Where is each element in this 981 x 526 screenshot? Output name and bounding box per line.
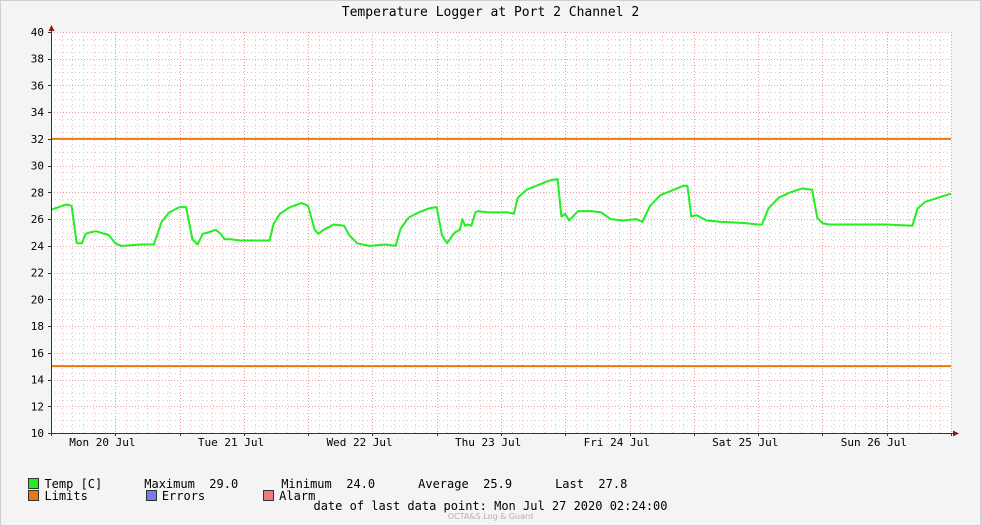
last-point-value: Mon Jul 27 2020 02:24:00 [494, 499, 668, 513]
x-day-label: Fri 24 Jul [584, 436, 650, 449]
legend-limits-label: Limits [44, 489, 88, 503]
average-value: 25.9 [483, 477, 513, 491]
y-tick-label: 28 [31, 186, 44, 199]
minimum-label: Minimum [281, 477, 332, 491]
last-point-label: date of last data point: [313, 499, 487, 513]
x-day-label: Sat 25 Jul [712, 436, 778, 449]
x-axis-arrow [953, 430, 959, 437]
chart-title: Temperature Logger at Port 2 Channel 2 [341, 5, 640, 20]
y-tick-label: 16 [31, 347, 44, 360]
series-line-temp [50, 178, 952, 247]
minimum-value: 24.0 [346, 477, 376, 491]
maximum-value: 29.0 [209, 477, 239, 491]
y-tick-label: 12 [31, 400, 44, 413]
y-tick-labels: 10 12 14 16 18 20 22 24 26 28 30 32 34 36 38 40 [31, 26, 51, 440]
y-tick-label: 24 [31, 240, 45, 253]
maximum-label: Maximum [144, 477, 195, 491]
legend-row-2: Limits Errors Alarm [14, 475, 315, 503]
limits-swatch [28, 490, 40, 501]
y-axis-arrow [48, 25, 55, 31]
legend-alarm-label: Alarm [279, 489, 316, 503]
legend-row-1: Temp [C] Maximum 29.0 Minimum 24.0 Average … [14, 463, 627, 491]
credit-text: OCTA&S Log & Guard [447, 512, 534, 521]
y-tick-label: 32 [31, 133, 44, 146]
y-tick-label: 34 [31, 106, 45, 119]
y-tick-label: 30 [31, 160, 44, 173]
y-tick-label: 18 [31, 320, 44, 333]
alarm-swatch [263, 490, 275, 501]
average-label: Average [418, 477, 469, 491]
last-data-point-line: date of last data point: Mon Jul 27 2020… [0, 499, 981, 513]
x-day-label: Mon 20 Jul [69, 436, 135, 449]
y-tick-label: 10 [31, 427, 44, 440]
y-tick-label: 20 [31, 293, 44, 306]
errors-swatch [145, 490, 157, 501]
last-label: Last [555, 477, 584, 491]
y-tick-label: 26 [31, 213, 44, 226]
temp-swatch [28, 478, 40, 489]
y-tick-label: 22 [31, 267, 44, 280]
y-tick-label: 40 [31, 26, 44, 39]
x-day-labels: Mon 20 Jul Tue 21 Jul Wed 22 Jul Thu 23 Jul… [51, 433, 952, 449]
legend-errors-label: Errors [161, 489, 206, 503]
y-tick-label: 36 [31, 79, 44, 92]
x-day-label: Sun 26 Jul [841, 436, 907, 449]
last-value: 27.8 [598, 477, 628, 491]
x-day-label: Tue 21 Jul [198, 436, 264, 449]
major-grid [51, 32, 952, 434]
axes [48, 25, 959, 437]
series-temp [50, 178, 952, 247]
y-tick-label: 14 [31, 374, 45, 387]
legend-temp-label: Temp [C] [44, 477, 103, 491]
y-tick-label: 38 [31, 53, 44, 66]
x-day-label: Wed 22 Jul [326, 436, 392, 449]
limit-lines [51, 137, 951, 368]
x-day-label: Thu 23 Jul [455, 436, 521, 449]
